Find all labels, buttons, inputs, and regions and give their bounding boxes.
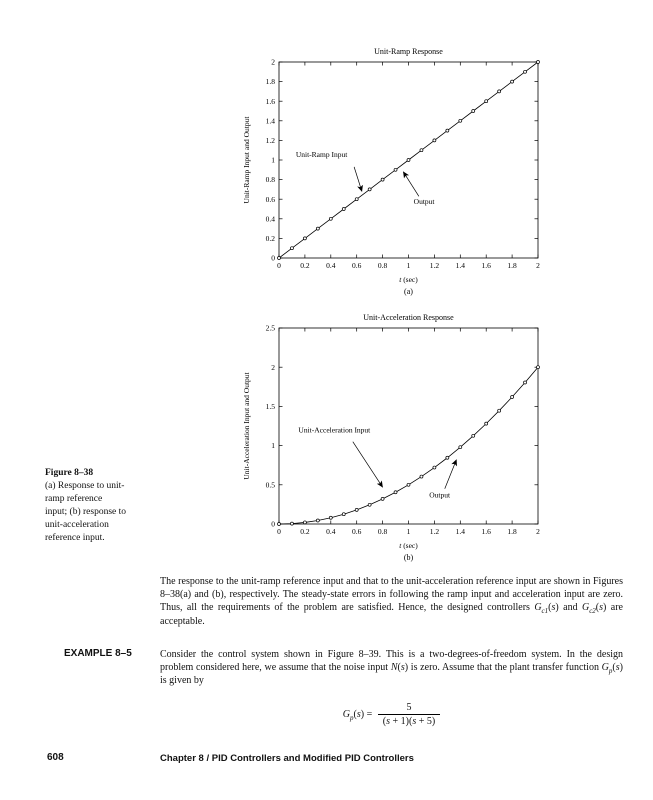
example-paragraph: Consider the control system shown in Fig… — [160, 649, 623, 687]
svg-text:t (sec): t (sec) — [399, 541, 418, 550]
formula-denominator: (s + 1)(s + 5) — [377, 714, 441, 727]
svg-text:0.4: 0.4 — [326, 261, 336, 270]
svg-text:2.5: 2.5 — [266, 324, 276, 333]
svg-text:1: 1 — [271, 441, 275, 450]
figure-caption: Figure 8–38 (a) Response to unit- ramp r… — [45, 467, 163, 545]
svg-text:Unit-Acceleration Response: Unit-Acceleration Response — [363, 313, 454, 322]
figure-caption-label: Figure 8–38 — [45, 468, 94, 478]
figure-caption-line: (a) Response to unit- — [45, 481, 125, 491]
svg-text:2: 2 — [271, 58, 275, 67]
svg-text:1.6: 1.6 — [482, 527, 492, 536]
svg-text:0.5: 0.5 — [266, 480, 276, 489]
svg-text:Unit-Ramp Input: Unit-Ramp Input — [296, 150, 348, 159]
svg-text:1.2: 1.2 — [266, 136, 276, 145]
figure-caption-line: reference input. — [45, 533, 105, 543]
svg-text:1.8: 1.8 — [507, 527, 517, 536]
svg-text:Unit-Ramp Input and Output: Unit-Ramp Input and Output — [242, 116, 251, 204]
svg-text:Output: Output — [414, 197, 436, 206]
svg-text:0.6: 0.6 — [352, 261, 362, 270]
plant-transfer-function-formula: Gp(s) = 5 (s + 1)(s + 5) — [160, 702, 623, 727]
formula-numerator: 5 — [406, 702, 412, 713]
svg-text:1.2: 1.2 — [430, 527, 440, 536]
svg-text:0.2: 0.2 — [300, 261, 310, 270]
figure-caption-line: unit-acceleration — [45, 520, 109, 530]
svg-text:0.8: 0.8 — [378, 261, 388, 270]
svg-text:0: 0 — [277, 527, 281, 536]
svg-text:1.6: 1.6 — [266, 97, 276, 106]
svg-text:1.2: 1.2 — [430, 261, 440, 270]
svg-text:0.6: 0.6 — [352, 527, 362, 536]
svg-text:Output: Output — [429, 490, 451, 499]
svg-text:0.8: 0.8 — [378, 527, 388, 536]
svg-text:1.8: 1.8 — [507, 261, 517, 270]
svg-text:1.5: 1.5 — [266, 402, 276, 411]
svg-text:(b): (b) — [404, 553, 414, 562]
figure-caption-line: input; (b) response to — [45, 507, 127, 517]
svg-text:1.4: 1.4 — [456, 527, 466, 536]
svg-text:0.4: 0.4 — [266, 214, 276, 223]
svg-text:0.8: 0.8 — [266, 175, 276, 184]
example-heading: EXAMPLE 8–5 — [64, 648, 132, 659]
svg-text:0: 0 — [271, 520, 275, 529]
body-paragraph: The response to the unit-ramp reference … — [160, 576, 623, 627]
svg-text:1: 1 — [407, 527, 411, 536]
svg-text:t (sec): t (sec) — [399, 275, 418, 284]
svg-text:(a): (a) — [404, 287, 413, 296]
svg-text:0.4: 0.4 — [326, 527, 336, 536]
unit-ramp-response-chart: 0 0.2 0.4 0.6 0.8 1 1.2 1.4 1.6 1.8 2 0 0.2 0.4 0.6 0.8… — [242, 47, 540, 296]
formula-fraction: 5 (s + 1)(s + 5) — [377, 702, 441, 727]
figure-caption-line: ramp reference — [45, 494, 103, 504]
running-footer: Chapter 8 / PID Controllers and Modified… — [160, 753, 414, 764]
svg-text:1.6: 1.6 — [482, 261, 492, 270]
svg-text:2: 2 — [271, 363, 275, 372]
svg-text:1: 1 — [407, 261, 411, 270]
svg-text:2: 2 — [536, 261, 540, 270]
formula-lhs: Gp(s) = — [342, 708, 375, 722]
svg-text:0: 0 — [277, 261, 281, 270]
unit-acceleration-response-chart: 0 0.2 0.4 0.6 0.8 1 1.2 1.4 1.6 1.8 2 0 0.5 1 1.5 2 2.5 U… — [242, 313, 540, 562]
page-number: 608 — [47, 752, 64, 763]
svg-text:Unit-Acceleration Input: Unit-Acceleration Input — [298, 425, 371, 434]
svg-text:2: 2 — [536, 527, 540, 536]
svg-text:1.4: 1.4 — [266, 116, 276, 125]
svg-text:1.4: 1.4 — [456, 261, 466, 270]
svg-text:Unit-Ramp Response: Unit-Ramp Response — [374, 47, 443, 56]
svg-text:1.8: 1.8 — [266, 77, 276, 86]
svg-text:Unit-Acceleration Input and Ou: Unit-Acceleration Input and Output — [242, 371, 251, 479]
svg-text:0.2: 0.2 — [266, 234, 276, 243]
svg-text:1: 1 — [271, 156, 275, 165]
svg-text:0.6: 0.6 — [266, 195, 276, 204]
svg-text:0: 0 — [271, 254, 275, 263]
svg-text:0.2: 0.2 — [300, 527, 310, 536]
